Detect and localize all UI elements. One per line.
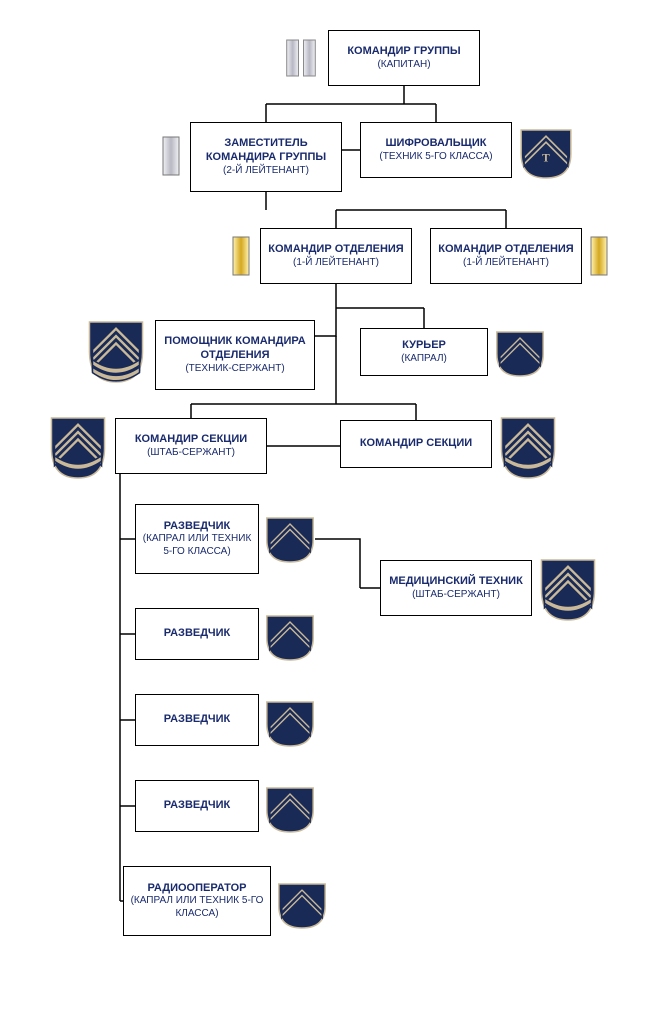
node-title: КОМАНДИР ОТДЕЛЕНИЯ — [268, 243, 403, 257]
node-title: КОМАНДИР СЕКЦИИ — [360, 437, 472, 451]
node-title: ЗАМЕСТИТЕЛЬ КОМАНДИРА ГРУППЫ — [197, 137, 335, 165]
node-subtitle: (ТЕХНИК-СЕРЖАНТ) — [185, 363, 284, 376]
org-node-n4: КОМАНДИР ОТДЕЛЕНИЯ(1-Й ЛЕЙТЕНАНТ) — [260, 228, 412, 284]
node-subtitle: (ТЕХНИК 5-ГО КЛАССА) — [379, 151, 492, 164]
node-subtitle: (2-Й ЛЕЙТЕНАНТ) — [223, 165, 309, 178]
tech5-chevron-icon: T — [520, 128, 572, 180]
node-title: ПОМОЩНИК КОМАНДИРА ОТДЕЛЕНИЯ — [162, 335, 308, 363]
corporal-chevron-icon — [266, 614, 314, 662]
node-subtitle: (КАПРАЛ) — [401, 353, 447, 366]
node-title: КОМАНДИР ОТДЕЛЕНИЯ — [438, 243, 573, 257]
node-title: РАЗВЕДЧИК — [164, 799, 231, 813]
corporal-chevron-icon — [266, 786, 314, 834]
gold-bar-icon — [590, 236, 608, 276]
org-node-n9: КОМАНДИР СЕКЦИИ — [340, 420, 492, 468]
node-subtitle: (ШТАБ-СЕРЖАНТ) — [412, 589, 500, 602]
node-title: ШИФРОВАЛЬЩИК — [385, 137, 486, 151]
sfc-chevron-icon — [88, 320, 144, 384]
org-node-n7: КУРЬЕР(КАПРАЛ) — [360, 328, 488, 376]
node-subtitle: (КАПИТАН) — [377, 59, 430, 72]
node-title: РАЗВЕДЧИК — [164, 713, 231, 727]
node-title: КОМАНДИР СЕКЦИИ — [135, 433, 247, 447]
org-node-n14: РАЗВЕДЧИК — [135, 780, 259, 832]
node-subtitle: (1-Й ЛЕЙТЕНАНТ) — [293, 257, 379, 270]
org-node-n11: МЕДИЦИНСКИЙ ТЕХНИК(ШТАБ-СЕРЖАНТ) — [380, 560, 532, 616]
node-title: МЕДИЦИНСКИЙ ТЕХНИК — [389, 575, 523, 589]
org-node-n13: РАЗВЕДЧИК — [135, 694, 259, 746]
corporal-chevron-icon — [496, 330, 544, 378]
captain-bars-icon — [280, 38, 322, 78]
ssg-chevron-icon — [540, 558, 596, 622]
corporal-chevron-icon — [278, 882, 326, 930]
node-title: КУРЬЕР — [402, 339, 446, 353]
node-subtitle: (КАПРАЛ ИЛИ ТЕХНИК 5-ГО КЛАССА) — [130, 895, 264, 920]
node-title: РАДИООПЕРАТОР — [148, 882, 247, 896]
ssg-chevron-icon — [500, 416, 556, 480]
node-subtitle: (1-Й ЛЕЙТЕНАНТ) — [463, 257, 549, 270]
org-node-n2: ЗАМЕСТИТЕЛЬ КОМАНДИРА ГРУППЫ(2-Й ЛЕЙТЕНА… — [190, 122, 342, 192]
silver-bar-icon — [162, 136, 180, 176]
node-title: РАЗВЕДЧИК — [164, 627, 231, 641]
svg-text:T: T — [542, 152, 550, 164]
node-title: РАЗВЕДЧИК — [164, 520, 231, 534]
org-node-n5: КОМАНДИР ОТДЕЛЕНИЯ(1-Й ЛЕЙТЕНАНТ) — [430, 228, 582, 284]
org-node-n15: РАДИООПЕРАТОР(КАПРАЛ ИЛИ ТЕХНИК 5-ГО КЛА… — [123, 866, 271, 936]
org-node-n3: ШИФРОВАЛЬЩИК(ТЕХНИК 5-ГО КЛАССА) — [360, 122, 512, 178]
ssg-chevron-icon — [50, 416, 106, 480]
org-node-n6: ПОМОЩНИК КОМАНДИРА ОТДЕЛЕНИЯ(ТЕХНИК-СЕРЖ… — [155, 320, 315, 390]
org-node-n10: РАЗВЕДЧИК(КАПРАЛ ИЛИ ТЕХНИК 5-ГО КЛАССА) — [135, 504, 259, 574]
corporal-chevron-icon — [266, 700, 314, 748]
corporal-chevron-icon — [266, 516, 314, 564]
org-node-n1: КОМАНДИР ГРУППЫ(КАПИТАН) — [328, 30, 480, 86]
node-title: КОМАНДИР ГРУППЫ — [347, 45, 460, 59]
gold-bar-icon — [232, 236, 250, 276]
org-node-n8: КОМАНДИР СЕКЦИИ(ШТАБ-СЕРЖАНТ) — [115, 418, 267, 474]
node-subtitle: (ШТАБ-СЕРЖАНТ) — [147, 447, 235, 460]
org-node-n12: РАЗВЕДЧИК — [135, 608, 259, 660]
node-subtitle: (КАПРАЛ ИЛИ ТЕХНИК 5-ГО КЛАССА) — [142, 533, 252, 558]
